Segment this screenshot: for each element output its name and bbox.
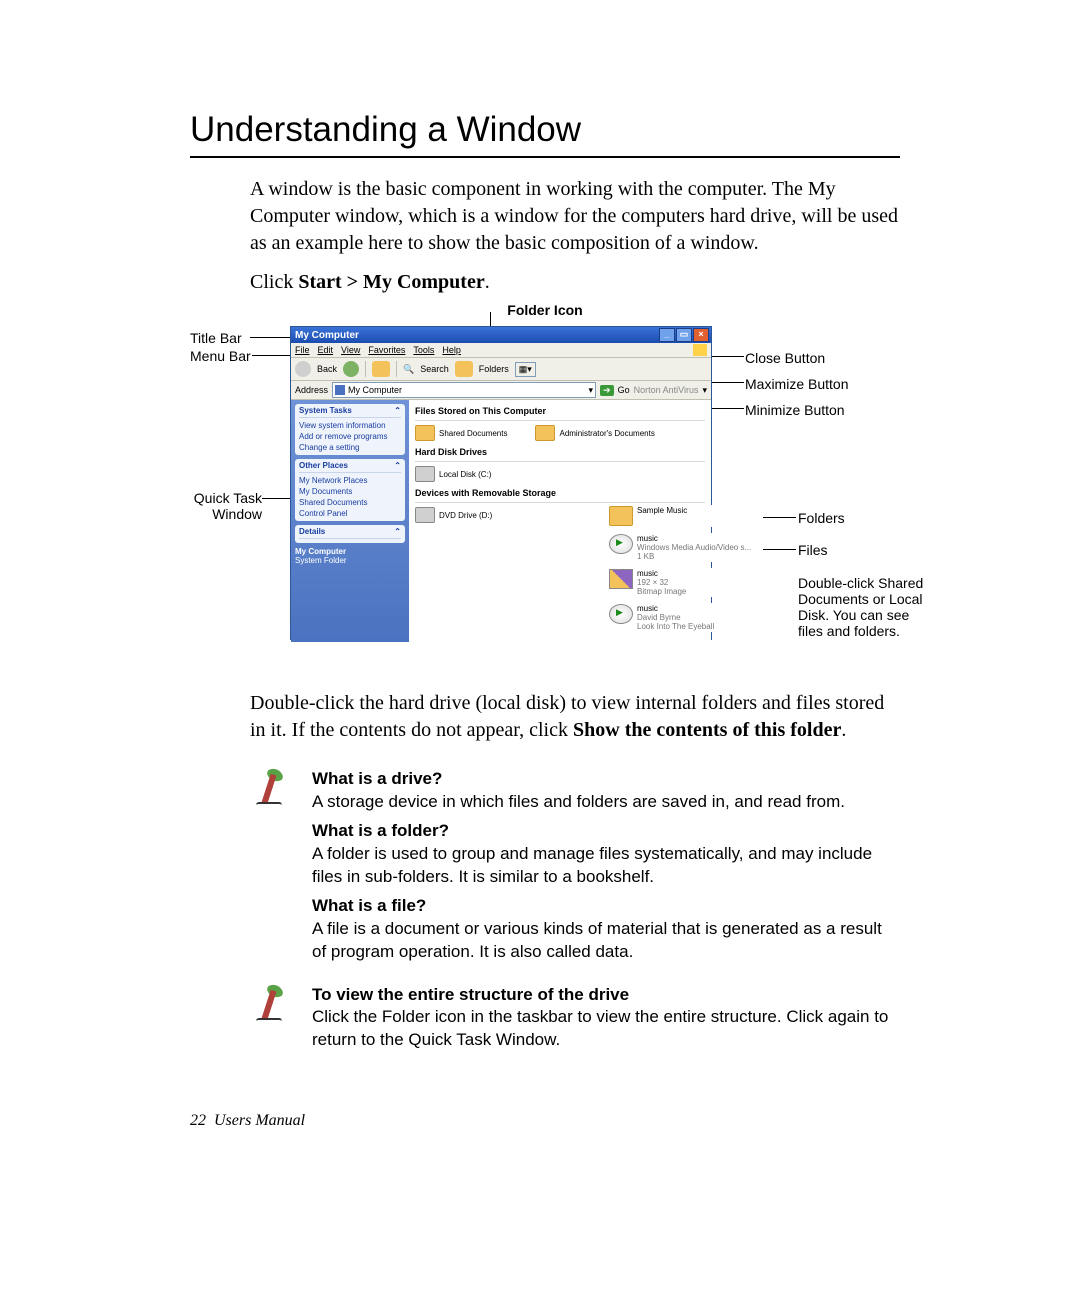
address-label: Address <box>295 385 328 395</box>
bitmap-icon <box>609 569 633 589</box>
dvd-icon <box>415 507 435 523</box>
item-admin-docs[interactable]: Administrator's Documents <box>559 429 654 438</box>
task-pane: System Tasks⌃ View system information Ad… <box>291 400 409 642</box>
norton-icon[interactable]: ▾ <box>702 385 707 396</box>
note-icon <box>250 768 298 964</box>
note-drive-body: A storage device in which files and fold… <box>312 792 845 811</box>
task-change-setting[interactable]: Change a setting <box>299 442 401 453</box>
up-icon[interactable] <box>372 361 390 377</box>
note-folder-heading: What is a folder? <box>312 820 900 843</box>
item-shared-docs[interactable]: Shared Documents <box>439 429 507 438</box>
intro-text: A window is the basic component in worki… <box>250 176 900 257</box>
views-icon[interactable]: ▦▾ <box>515 362 536 377</box>
section-hard-disk: Hard Disk Drives <box>415 447 705 457</box>
section-files-stored: Files Stored on This Computer <box>415 406 705 416</box>
details-title: My Computer <box>295 547 346 556</box>
example-files-list: Sample Music musicWindows Media Audio/Vi… <box>608 505 763 638</box>
note-folder-body: A folder is used to group and manage fil… <box>312 844 872 886</box>
folder-icon <box>535 425 555 441</box>
place-network[interactable]: My Network Places <box>299 475 401 486</box>
details-header[interactable]: Details <box>299 527 325 536</box>
place-control-panel[interactable]: Control Panel <box>299 508 401 519</box>
forward-icon[interactable] <box>343 361 359 377</box>
task-view-system-info[interactable]: View system information <box>299 420 401 431</box>
menu-edit[interactable]: Edit <box>318 345 334 355</box>
norton-label: Norton AntiVirus <box>634 385 699 395</box>
note-drive-heading: What is a drive? <box>312 768 900 791</box>
search-label[interactable]: Search <box>420 364 449 374</box>
note-file-heading: What is a file? <box>312 895 900 918</box>
page-footer: 22 Users Manual <box>190 1112 900 1130</box>
folder-icon <box>415 425 435 441</box>
section-removable: Devices with Removable Storage <box>415 488 705 498</box>
minimize-button[interactable]: _ <box>659 328 675 342</box>
window-title-bar[interactable]: My Computer _ ▭ × <box>291 327 711 343</box>
system-tasks-header[interactable]: System Tasks <box>299 406 352 415</box>
callout-maximize-button: Maximize Button <box>745 376 848 392</box>
after-figure-text: Double-click the hard drive (local disk)… <box>250 690 900 744</box>
callout-double-click: Double-click Shared Documents or Local D… <box>798 575 928 639</box>
close-button[interactable]: × <box>693 328 709 342</box>
menu-tools[interactable]: Tools <box>413 345 434 355</box>
menu-help[interactable]: Help <box>442 345 461 355</box>
window-menu-bar[interactable]: File Edit View Favorites Tools Help <box>291 343 711 358</box>
callout-files: Files <box>798 542 828 558</box>
menu-view[interactable]: View <box>341 345 360 355</box>
note-file-body: A file is a document or various kinds of… <box>312 919 882 961</box>
place-shared-docs[interactable]: Shared Documents <box>299 497 401 508</box>
menu-file[interactable]: File <box>295 345 310 355</box>
place-my-docs[interactable]: My Documents <box>299 486 401 497</box>
callout-close-button: Close Button <box>745 350 825 366</box>
callout-menu-bar: Menu Bar <box>190 348 251 364</box>
file-sample-music[interactable]: Sample Music <box>637 506 687 515</box>
note-view-heading: To view the entire structure of the driv… <box>312 984 900 1007</box>
folder-icon-callout: Folder Icon <box>190 302 900 318</box>
task-add-remove[interactable]: Add or remove programs <box>299 431 401 442</box>
folder-icon <box>609 506 633 526</box>
other-places-header[interactable]: Other Places <box>299 461 348 470</box>
callout-minimize-button: Minimize Button <box>745 402 845 418</box>
note-view-body: Click the Folder icon in the taskbar to … <box>312 1007 888 1049</box>
drive-icon <box>415 466 435 482</box>
media-icon <box>609 604 633 624</box>
xp-logo-icon <box>693 344 707 356</box>
window-title: My Computer <box>295 330 359 341</box>
callout-quick-task: Quick Task Window <box>182 490 262 522</box>
title-divider <box>190 156 900 158</box>
callout-title-bar: Title Bar <box>190 330 242 346</box>
media-icon <box>609 534 633 554</box>
back-label: Back <box>317 364 337 374</box>
click-instruction: Click Start > My Computer. <box>250 271 900 294</box>
details-sub: System Folder <box>295 556 347 565</box>
folders-icon[interactable] <box>455 361 473 377</box>
go-label: Go <box>618 385 630 395</box>
address-bar: Address My Computer ▾ ➔ Go Norton AntiVi… <box>291 381 711 400</box>
note-icon <box>250 984 298 1053</box>
menu-favorites[interactable]: Favorites <box>368 345 405 355</box>
address-input[interactable]: My Computer ▾ <box>332 382 596 398</box>
item-local-disk[interactable]: Local Disk (C:) <box>439 470 491 479</box>
page-title: Understanding a Window <box>190 110 900 150</box>
back-icon[interactable] <box>295 361 311 377</box>
annotated-window-figure: Title Bar Menu Bar Quick Task Window Clo… <box>190 320 910 670</box>
maximize-button[interactable]: ▭ <box>676 328 692 342</box>
folders-label: Folders <box>479 364 509 374</box>
item-dvd-drive[interactable]: DVD Drive (D:) <box>439 511 492 520</box>
callout-folders: Folders <box>798 510 845 526</box>
go-button[interactable]: ➔ <box>600 385 614 396</box>
window-toolbar: Back 🔍Search Folders ▦▾ <box>291 358 711 381</box>
